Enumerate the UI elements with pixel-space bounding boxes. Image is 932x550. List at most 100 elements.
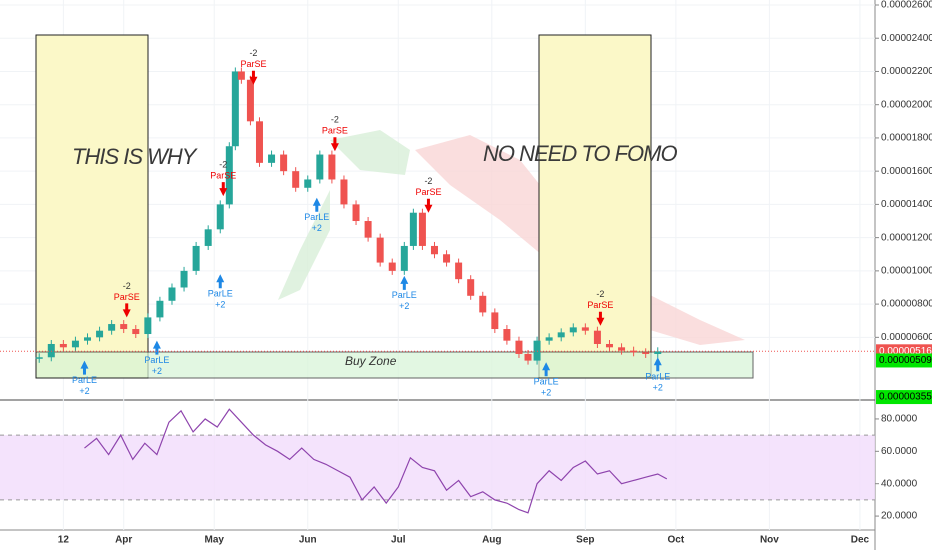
candle xyxy=(292,171,300,188)
signal-label: ParSE xyxy=(415,187,441,197)
signal-qty: -2 xyxy=(424,176,432,186)
candle xyxy=(376,237,384,263)
annotation: THIS IS WHY xyxy=(72,144,198,169)
y-tick-label: 0.00001200 xyxy=(881,232,932,243)
signal-arrow xyxy=(653,357,662,372)
cloud-green xyxy=(330,130,410,175)
candle xyxy=(340,179,348,205)
signal-label: ParLE xyxy=(392,290,417,300)
highlight-box xyxy=(35,34,149,379)
candle xyxy=(364,221,372,238)
x-tick-label: Apr xyxy=(115,535,132,546)
x-tick-label: Oct xyxy=(668,535,685,546)
y-tick-label: 40.0000 xyxy=(881,478,918,489)
y-tick-label: 0.00000800 xyxy=(881,299,932,310)
candle xyxy=(430,245,438,255)
signal-label: ParLE xyxy=(144,355,169,365)
y-tick-label: 0.00002200 xyxy=(881,66,932,77)
candle xyxy=(515,340,523,354)
candle xyxy=(168,287,176,301)
annotation: NO NEED TO FOMO xyxy=(483,141,677,166)
candle xyxy=(84,337,91,341)
candle xyxy=(120,324,128,330)
x-tick-label: Jul xyxy=(391,535,406,546)
y-tick-label: 20.0000 xyxy=(881,511,918,522)
candle xyxy=(156,300,164,318)
signal-arrow xyxy=(542,362,551,377)
candle xyxy=(180,270,188,288)
signal-label: ParLE xyxy=(304,212,329,222)
y-tick-label: 0.00001800 xyxy=(881,133,932,144)
signal-qty: +2 xyxy=(399,301,409,311)
y-tick-label: 80.0000 xyxy=(881,414,918,425)
candle xyxy=(467,279,475,296)
candle xyxy=(605,343,613,348)
candle xyxy=(246,79,254,122)
x-tick-label: Aug xyxy=(482,535,501,546)
signal-qty: +2 xyxy=(152,366,162,376)
signal-label: ParLE xyxy=(208,289,233,299)
candle xyxy=(545,337,553,341)
candle xyxy=(231,71,239,147)
signal-qty: +2 xyxy=(312,223,322,233)
signal-qty: +2 xyxy=(541,388,551,398)
candle xyxy=(108,324,116,331)
candle xyxy=(352,204,360,222)
signal-arrow xyxy=(249,70,258,85)
price-tag-label: 0.00000516 xyxy=(879,346,932,357)
candle xyxy=(400,245,408,271)
candle xyxy=(280,154,288,172)
y-tick-label: 0.00002000 xyxy=(881,99,932,110)
signal-arrow xyxy=(424,198,433,213)
candle xyxy=(96,330,104,338)
candle xyxy=(409,212,417,246)
candle xyxy=(304,179,312,188)
signal-arrow xyxy=(219,182,228,197)
candle xyxy=(328,154,336,180)
signal-qty: -2 xyxy=(249,48,257,58)
buy-zone-label: Buy Zone xyxy=(345,354,397,368)
y-tick-label: 0.00001000 xyxy=(881,266,932,277)
signal-label: ParSE xyxy=(240,59,266,69)
candle xyxy=(255,121,263,163)
signal-qty: +2 xyxy=(215,300,225,310)
candle xyxy=(479,295,487,313)
signal-qty: -2 xyxy=(331,115,339,125)
signal-arrow xyxy=(312,197,321,212)
signal-arrow xyxy=(330,137,339,152)
signal-label: ParSE xyxy=(210,170,236,180)
price-tag-label: 0.00000355 xyxy=(879,392,932,403)
candle xyxy=(71,340,79,348)
candle xyxy=(268,154,276,163)
signal-arrow xyxy=(596,311,605,326)
candle xyxy=(654,351,662,354)
candle xyxy=(491,312,499,330)
candle xyxy=(144,317,152,335)
candle xyxy=(581,327,589,331)
candle xyxy=(455,262,463,280)
candle xyxy=(316,154,324,180)
signal-label: ParLE xyxy=(534,377,559,387)
signal-qty: +2 xyxy=(653,383,663,393)
y-tick-label: 0.00002600 xyxy=(881,0,932,11)
signal-qty: -2 xyxy=(123,281,131,291)
signal-label: ParSE xyxy=(322,126,348,136)
buy-zone xyxy=(35,351,754,379)
price-tag xyxy=(876,353,932,368)
signal-qty: +2 xyxy=(79,386,89,396)
signal-arrow xyxy=(216,274,225,289)
y-tick-label: 0.00002400 xyxy=(881,33,932,44)
x-tick-label: Jun xyxy=(299,535,317,546)
candle xyxy=(192,245,200,271)
cloud-green xyxy=(278,190,330,300)
candle xyxy=(569,327,577,333)
candle xyxy=(618,347,626,351)
candle xyxy=(237,71,245,80)
candle xyxy=(533,340,541,361)
candle xyxy=(593,330,601,344)
price-tag-label: 0.00000509 xyxy=(879,355,932,366)
x-tick-label: 12 xyxy=(58,535,70,546)
signal-qty: -2 xyxy=(596,289,604,299)
price-tag xyxy=(876,390,932,405)
